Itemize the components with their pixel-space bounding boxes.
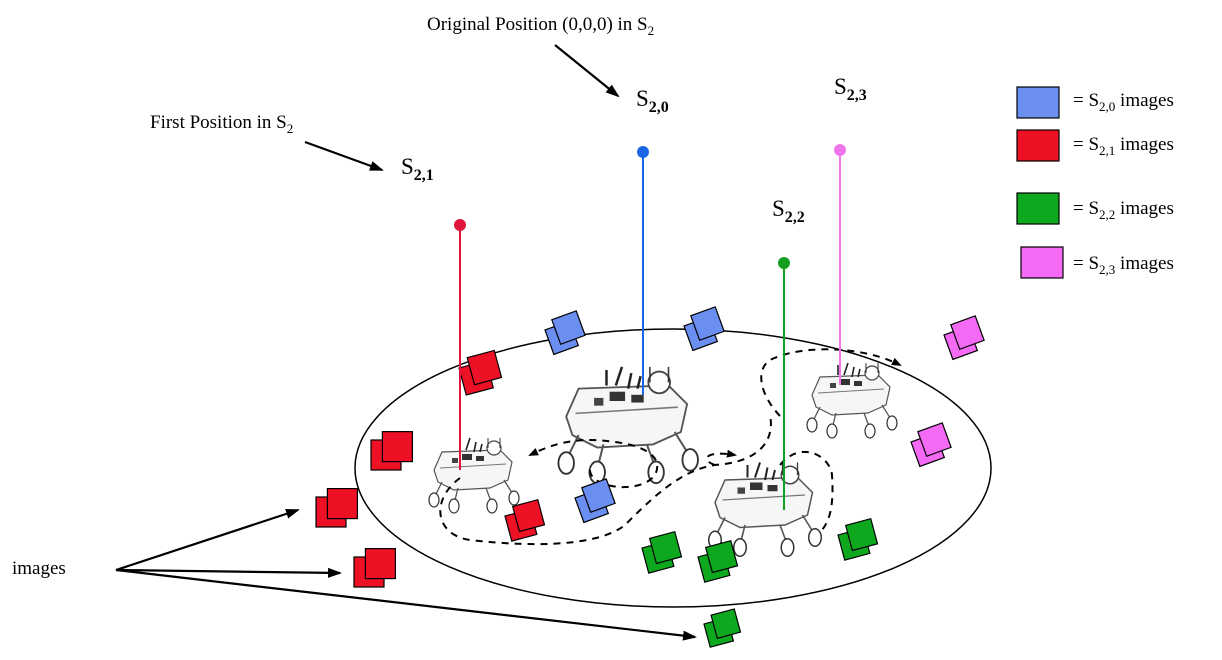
image-stack-green-3 — [837, 517, 879, 561]
position-label-s22: S2,2 — [772, 196, 805, 226]
image-icon — [710, 608, 742, 640]
legend-swatch-s23 — [1020, 246, 1064, 279]
image-stack-red-5 — [353, 548, 396, 588]
first-position-label: First Position in S2 — [150, 112, 294, 136]
legend-label-s23: = S2,3 images — [1073, 253, 1174, 277]
image-icon — [704, 539, 739, 574]
images-arrow-3 — [115, 568, 697, 641]
first-position-arrow — [304, 140, 384, 172]
trajectory-to-s22 — [705, 449, 737, 466]
image-stack-blue-1 — [544, 310, 586, 356]
images-arrow-2 — [115, 567, 342, 578]
s20-position-dot — [637, 146, 649, 158]
image-icon — [581, 478, 616, 513]
image-icon — [364, 548, 396, 580]
image-icon — [690, 306, 725, 341]
image-icon — [551, 310, 586, 345]
position-label-s21: S2,1 — [401, 154, 434, 184]
images-arrow-1 — [115, 508, 300, 572]
position-label-s23: S2,3 — [834, 74, 867, 104]
images-label: images — [12, 558, 66, 579]
image-stack-red-4 — [315, 488, 358, 528]
image-stack-pink-1 — [943, 315, 985, 361]
image-stacks — [315, 306, 985, 648]
trajectory-s22 — [779, 450, 834, 531]
trajectory-s23 — [760, 348, 902, 417]
rover-s20 — [557, 365, 700, 485]
image-icon — [466, 349, 503, 386]
s21-position-dot — [454, 219, 466, 231]
image-icon — [511, 498, 546, 533]
legend-swatch-s22 — [1016, 192, 1060, 225]
legend-label-s20: = S2,0 images — [1073, 90, 1174, 114]
image-icon — [326, 488, 358, 520]
image-icon — [648, 530, 683, 565]
position-label-s20: S2,0 — [636, 86, 669, 116]
legend-swatch-s21 — [1016, 129, 1060, 162]
image-stack-blue-2 — [683, 306, 725, 352]
image-stack-green-1 — [641, 530, 683, 574]
legend-swatch-s20 — [1016, 86, 1060, 119]
image-icon — [381, 431, 413, 463]
image-stack-red-1 — [458, 349, 503, 396]
trajectory-s21-s20 — [439, 414, 772, 546]
trajectory-paths — [439, 348, 902, 546]
annotation-arrows — [115, 44, 697, 641]
image-icon — [917, 422, 952, 457]
image-icon — [844, 517, 879, 552]
environment-ellipse — [354, 328, 992, 608]
s22-position-dot — [778, 257, 790, 269]
legend-label-s22: = S2,2 images — [1073, 198, 1174, 222]
rover-s23 — [806, 362, 898, 439]
position-markers — [454, 144, 846, 510]
original-position-label: Original Position (0,0,0) in S2 — [427, 14, 655, 38]
s23-position-dot — [834, 144, 846, 156]
trajectory-loop-s20 — [528, 438, 659, 489]
image-stack-blue-3 — [574, 478, 616, 524]
image-stack-green-4 — [703, 608, 742, 648]
legend-swatches — [1016, 86, 1064, 279]
image-stack-red-3 — [504, 498, 546, 542]
image-stack-pink-2 — [910, 422, 952, 468]
image-icon — [950, 315, 985, 350]
image-stack-red-2 — [370, 431, 413, 471]
legend-label-s21: = S2,1 images — [1073, 134, 1174, 158]
original-position-arrow — [554, 44, 620, 98]
image-stack-green-2 — [697, 539, 739, 583]
